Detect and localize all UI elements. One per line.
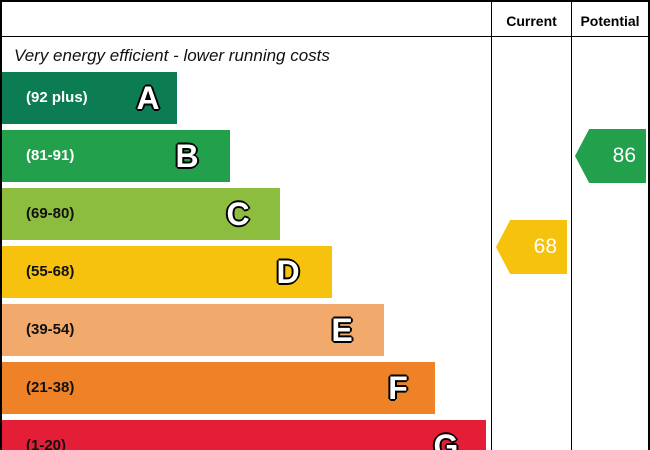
efficiency-note: Very energy efficient - lower running co… [14,46,330,65]
current-rating-value: 68 [533,235,557,258]
band-f-range: (21-38) [26,379,75,396]
band-e-letter: E [331,312,353,348]
band-c-range: (69-80) [26,205,75,222]
band-f-letter: F [388,370,408,406]
potential-column-header: Potential [580,13,640,29]
potential-rating-value: 86 [612,144,636,167]
band-e: (39-54) E [2,304,384,356]
band-g-range: (1-20) [26,437,67,450]
potential-column-divider [571,2,572,450]
potential-rating-arrow: 86 [575,129,646,183]
band-g-letter: G [433,428,459,450]
band-a-letter: A [136,80,160,116]
band-d: (55-68) D [2,246,332,298]
header-divider [2,36,648,37]
band-b: (81-91) B [2,130,230,182]
band-a-range: (92 plus) [26,89,88,106]
band-g: (1-20) G [2,420,486,450]
band-e-range: (39-54) [26,321,75,338]
band-c: (69-80) C [2,188,280,240]
band-b-letter: B [175,138,199,174]
band-b-range: (81-91) [26,147,75,164]
band-d-range: (55-68) [26,263,75,280]
current-rating-arrow: 68 [496,220,567,274]
current-column-header: Current [506,13,557,29]
band-c-letter: C [226,196,250,232]
band-f: (21-38) F [2,362,435,414]
band-d-letter: D [276,254,300,290]
current-column-divider [491,2,492,450]
band-a: (92 plus) A [2,72,177,124]
